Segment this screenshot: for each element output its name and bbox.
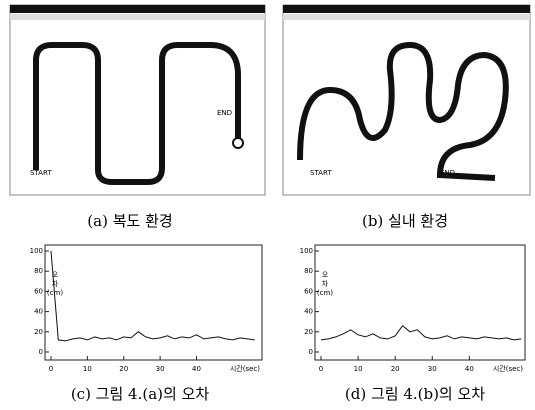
y-tick-label: 40 xyxy=(304,308,313,316)
start-label: START xyxy=(30,169,52,177)
y-axis-label: 오 xyxy=(322,271,329,279)
start-label: START xyxy=(310,169,332,177)
x-axis-label: 시간(sec) xyxy=(493,364,523,373)
x-axis-label: 시간(sec) xyxy=(230,364,260,373)
caption: (a) 복도 환경 xyxy=(87,212,172,230)
plot-frame xyxy=(314,244,526,361)
x-tick-label: 0 xyxy=(49,365,53,373)
screenshot-a: START END xyxy=(9,4,266,196)
y-tick-label: 80 xyxy=(304,267,313,275)
screenshot-b: START END xyxy=(282,4,531,196)
x-tick-label: 40 xyxy=(192,365,201,373)
y-axis-label: 차 xyxy=(52,279,59,288)
caption: (d) 그림 4.(b)의 오차 xyxy=(345,385,485,403)
y-tick-label: 60 xyxy=(304,287,313,295)
y-tick-label: 60 xyxy=(34,287,43,295)
data-line xyxy=(50,250,255,342)
y-tick-label: 80 xyxy=(34,267,43,275)
end-label: END xyxy=(440,169,455,177)
y-tick-label: 0 xyxy=(309,348,313,356)
x-tick-label: 30 xyxy=(428,365,437,373)
x-tick-label: 30 xyxy=(156,365,165,373)
y-tick-label: 100 xyxy=(300,247,313,255)
x-tick-label: 10 xyxy=(354,365,363,373)
plot-frame xyxy=(44,244,263,361)
caption: (b) 실내 환경 xyxy=(362,212,448,230)
y-axis-label: 오 xyxy=(52,271,59,279)
x-tick-label: 20 xyxy=(391,365,400,373)
x-tick-label: 0 xyxy=(319,365,323,373)
y-tick-label: 100 xyxy=(30,247,43,255)
y-tick-label: 0 xyxy=(39,348,43,356)
end-label: END xyxy=(217,109,232,117)
data-line xyxy=(320,324,522,341)
x-tick-label: 10 xyxy=(83,365,92,373)
caption: (c) 그림 4.(a)의 오차 xyxy=(71,385,210,403)
y-tick-label: 20 xyxy=(34,328,43,336)
y-tick-label: 20 xyxy=(304,328,313,336)
x-tick-label: 20 xyxy=(119,365,128,373)
y-axis-label: (cm) xyxy=(317,289,333,297)
y-tick-label: 40 xyxy=(34,308,43,316)
y-axis-label: 차 xyxy=(322,279,329,288)
x-tick-label: 40 xyxy=(465,365,474,373)
y-axis-label: (cm) xyxy=(47,289,63,297)
